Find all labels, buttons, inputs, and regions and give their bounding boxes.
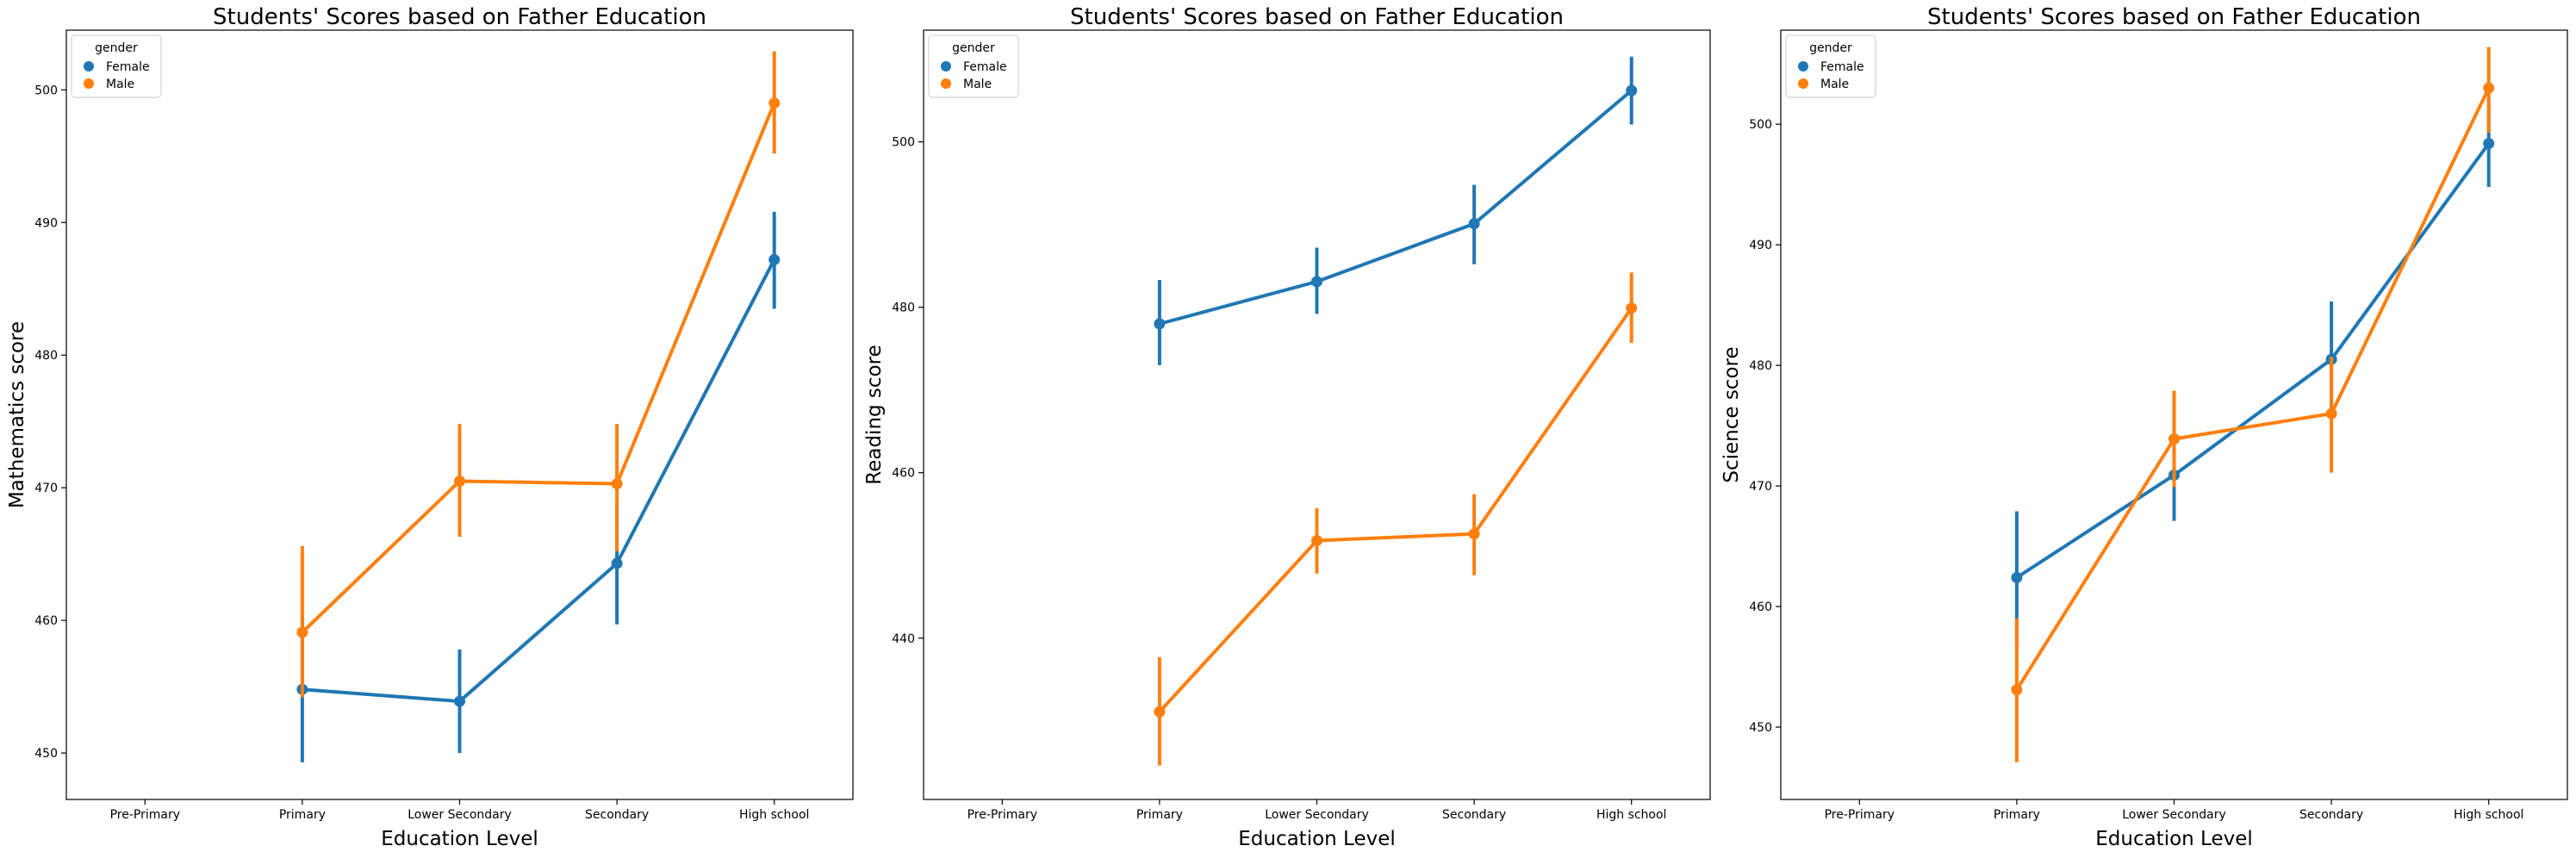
legend-label: Male	[106, 78, 134, 91]
y-tick-label: 490	[34, 216, 58, 230]
data-point	[2011, 571, 2023, 583]
series-line	[1158, 307, 1633, 713]
y-tick-label: 500	[1749, 118, 1772, 132]
x-tick-label: Secondary	[2299, 808, 2363, 822]
data-point	[611, 478, 623, 490]
series-female	[1154, 56, 1638, 365]
legend-label: Male	[1820, 78, 1849, 91]
series-male	[2011, 47, 2495, 762]
x-tick-label: Primary	[279, 808, 326, 822]
legend-marker	[1798, 78, 1808, 89]
x-tick-label: Pre-Primary	[968, 808, 1037, 822]
legend-marker	[84, 61, 94, 72]
y-tick-label: 490	[1749, 239, 1772, 252]
x-tick-label: Pre-Primary	[110, 808, 180, 822]
legend-box	[1785, 34, 1876, 98]
x-tick-label: Secondary	[585, 808, 649, 822]
y-tick-label: 460	[34, 614, 58, 628]
x-tick-label: Lower Secondary	[1265, 808, 1369, 822]
data-point	[1154, 318, 1166, 330]
series-female	[296, 211, 781, 762]
data-point	[1626, 302, 1638, 314]
y-tick-label: 470	[34, 482, 58, 495]
x-axis-label: Education Level	[2095, 828, 2253, 850]
legend-label: Male	[963, 78, 992, 91]
data-point	[2483, 138, 2495, 150]
legend-title: gender	[1809, 41, 1852, 55]
x-tick-label: High school	[739, 808, 810, 822]
x-tick-label: High school	[1596, 808, 1667, 822]
data-point	[1468, 218, 1480, 230]
legend-label: Female	[963, 60, 1007, 74]
y-axis-label: Reading score	[863, 345, 886, 484]
series-male	[296, 51, 781, 698]
legend-marker	[941, 78, 951, 89]
chart-panel-3: Students' Scores based on Father Educati…	[1720, 4, 2568, 850]
x-tick-label: Lower Secondary	[408, 808, 512, 822]
legend-marker	[84, 78, 94, 89]
chart-title: Students' Scores based on Father Educati…	[213, 4, 706, 30]
data-point	[611, 557, 623, 569]
y-tick-label: 440	[892, 632, 915, 646]
legend: gender Female Male	[928, 34, 1019, 98]
series-line	[2015, 142, 2491, 580]
data-point	[454, 695, 465, 707]
series-male	[1154, 272, 1638, 766]
y-tick-label: 460	[1749, 600, 1772, 614]
data-point	[1311, 276, 1322, 288]
chart-title: Students' Scores based on Father Educati…	[1070, 4, 1564, 30]
chart-panel-1: Students' Scores based on Father Educati…	[6, 4, 854, 850]
legend-title: gender	[952, 41, 995, 55]
legend-label: Female	[1820, 60, 1864, 74]
y-tick-label: 500	[34, 84, 58, 97]
data-point	[296, 626, 308, 638]
x-tick-label: Pre-Primary	[1825, 808, 1895, 822]
legend-marker	[941, 61, 951, 72]
x-tick-label: Primary	[1136, 808, 1183, 822]
legend: gender Female Male	[71, 34, 162, 98]
series-line	[2015, 87, 2491, 691]
x-tick-label: Lower Secondary	[2122, 808, 2226, 822]
data-point	[454, 475, 465, 487]
series-female	[2011, 98, 2495, 645]
series-line	[301, 102, 776, 634]
y-tick-label: 500	[892, 136, 915, 150]
series-line	[302, 258, 776, 704]
data-point	[2325, 407, 2337, 420]
legend-title: gender	[95, 41, 138, 55]
data-point	[2483, 82, 2495, 94]
legend-marker	[1798, 61, 1808, 72]
data-point	[1468, 528, 1480, 540]
data-point	[768, 97, 781, 109]
y-axis-label: Science score	[1720, 346, 1743, 482]
data-point	[2168, 432, 2180, 445]
data-point	[2011, 684, 2023, 696]
chart-panel-2: Students' Scores based on Father Educati…	[863, 4, 1711, 850]
legend-box	[928, 34, 1019, 98]
x-tick-label: High school	[2454, 808, 2524, 822]
data-point	[1154, 706, 1166, 718]
chart-title: Students' Scores based on Father Educati…	[1927, 4, 2421, 30]
x-tick-label: Secondary	[1442, 808, 1506, 822]
y-tick-label: 480	[892, 302, 915, 315]
x-axis-label: Education Level	[1238, 828, 1396, 850]
data-point	[1311, 534, 1322, 546]
y-tick-label: 450	[34, 747, 58, 761]
data-point	[768, 253, 781, 265]
legend-box	[71, 34, 162, 98]
y-tick-label: 480	[1749, 359, 1772, 373]
y-tick-label: 450	[1749, 721, 1772, 735]
x-axis-label: Education Level	[381, 828, 538, 850]
x-tick-label: Primary	[1994, 808, 2040, 822]
y-tick-label: 460	[892, 467, 915, 481]
data-point	[1626, 84, 1638, 96]
y-tick-label: 480	[34, 349, 58, 363]
y-axis-label: Mathematics score	[6, 321, 28, 508]
series-line	[1159, 89, 1633, 326]
plot-frame	[923, 29, 1711, 800]
legend-label: Female	[106, 60, 150, 74]
legend: gender Female Male	[1785, 34, 1876, 98]
y-tick-label: 470	[1749, 480, 1772, 494]
